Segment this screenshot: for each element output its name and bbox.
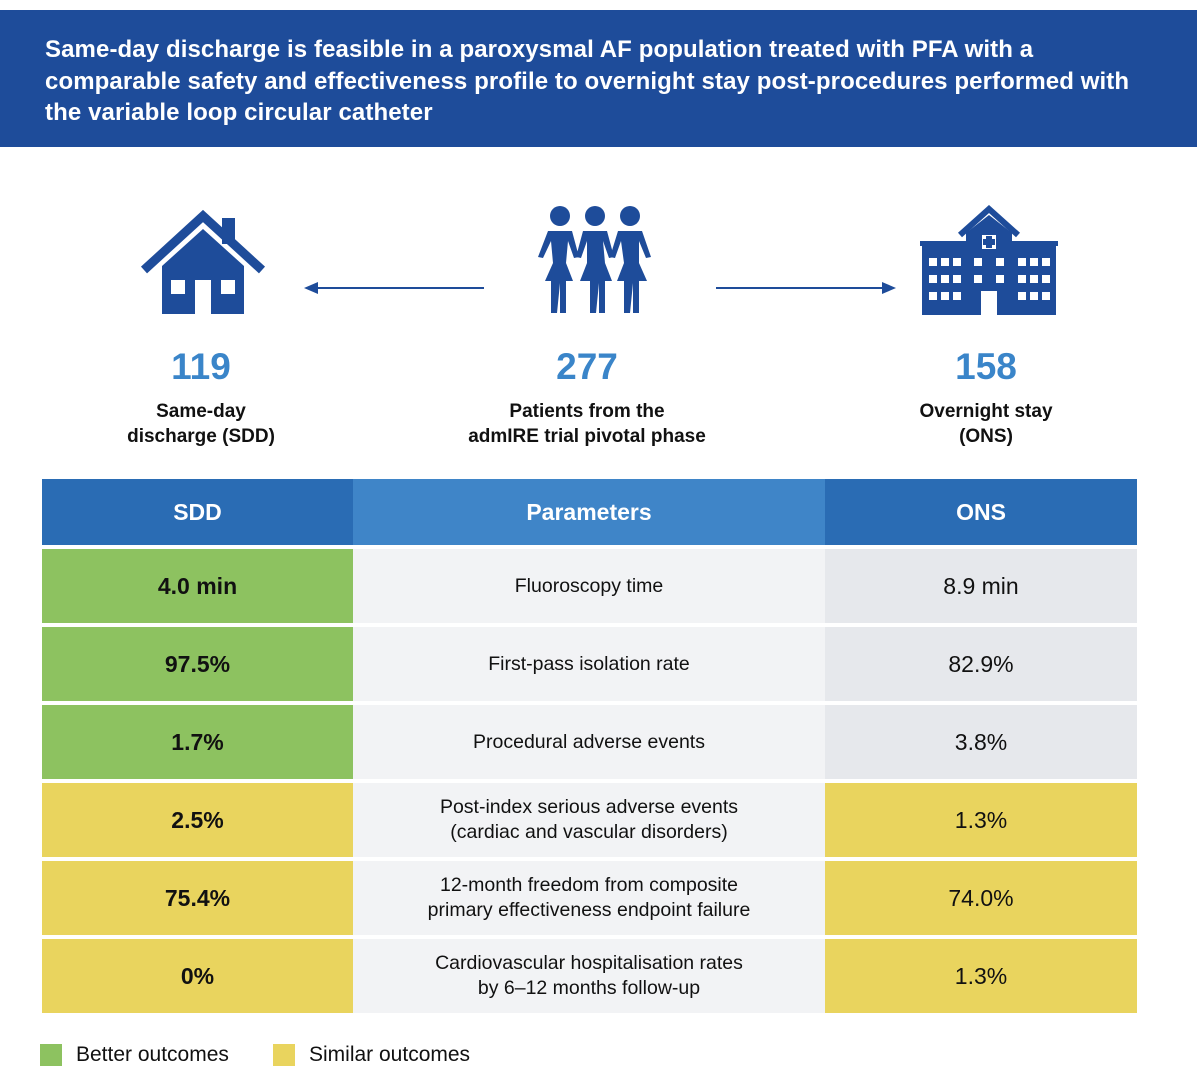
table-row: 0% Cardiovascular hospitalisation rates b…	[42, 939, 1137, 1013]
total-label: Patients from the admIRE trial pivotal p…	[468, 401, 706, 447]
header-parameters: Parameters	[353, 479, 825, 545]
ons-value: 8.9 min	[825, 549, 1137, 623]
ons-value: 1.3%	[825, 939, 1137, 1013]
sdd-value: 75.4%	[42, 861, 353, 935]
parameter-name: 12-month freedom from composite primary e…	[353, 861, 825, 935]
legend-better: Better outcomes	[40, 1043, 229, 1067]
total-count: 277	[556, 346, 618, 387]
sdd-count: 119	[171, 346, 231, 387]
header-sdd: SDD	[42, 479, 353, 545]
legend-swatch-similar	[273, 1044, 295, 1066]
sdd-label: Same-day discharge (SDD)	[127, 401, 275, 447]
header-banner: Same-day discharge is feasible in a paro…	[0, 10, 1197, 147]
table-row: 97.5% First-pass isolation rate 82.9%	[42, 627, 1137, 701]
table-row: 1.7% Procedural adverse events 3.8%	[42, 705, 1137, 779]
sdd-value: 1.7%	[42, 705, 353, 779]
parameter-name: Post-index serious adverse events (cardia…	[353, 783, 825, 857]
ons-value: 3.8%	[825, 705, 1137, 779]
arrow-right-icon	[716, 282, 896, 294]
house-icon	[140, 209, 266, 314]
header-title: Same-day discharge is feasible in a paro…	[45, 36, 1130, 126]
parameter-name: Fluoroscopy time	[353, 549, 825, 623]
legend-label-similar: Similar outcomes	[309, 1043, 471, 1066]
arrow-left-icon	[304, 282, 484, 294]
people-icon	[538, 206, 651, 313]
ons-value: 1.3%	[825, 783, 1137, 857]
sdd-value: 0%	[42, 939, 353, 1013]
legend-swatch-better	[40, 1044, 62, 1066]
table-row: 4.0 min Fluoroscopy time 8.9 min	[42, 549, 1137, 623]
hospital-icon	[920, 205, 1058, 315]
sdd-value: 97.5%	[42, 627, 353, 701]
comparison-table: SDD Parameters ONS 4.0 min Fluoroscopy t…	[42, 479, 1137, 1013]
sdd-value: 4.0 min	[42, 549, 353, 623]
table-header: SDD Parameters ONS	[42, 479, 1137, 545]
ons-value: 74.0%	[825, 861, 1137, 935]
table-row: 2.5% Post-index serious adverse events (c…	[42, 783, 1137, 857]
parameter-name: Cardiovascular hospitalisation rates by 6…	[353, 939, 825, 1013]
ons-label: Overnight stay (ONS)	[919, 401, 1053, 447]
parameter-name: First-pass isolation rate	[353, 627, 825, 701]
ons-value: 82.9%	[825, 627, 1137, 701]
table-row: 75.4% 12-month freedom from composite pri…	[42, 861, 1137, 935]
header-ons: ONS	[825, 479, 1137, 545]
parameter-name: Procedural adverse events	[353, 705, 825, 779]
ons-count: 158	[955, 346, 1017, 387]
sdd-value: 2.5%	[42, 783, 353, 857]
legend-similar: Similar outcomes	[273, 1043, 470, 1067]
legend-label-better: Better outcomes	[76, 1043, 229, 1066]
